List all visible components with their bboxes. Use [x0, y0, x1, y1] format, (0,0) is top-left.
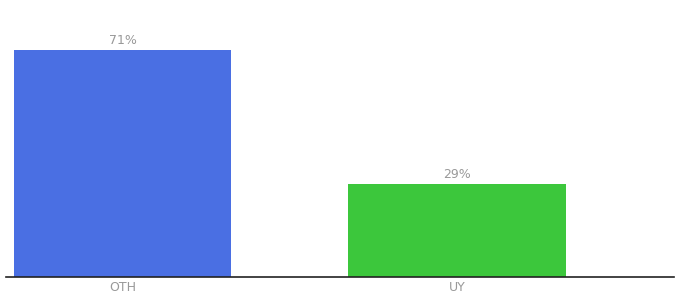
Text: 29%: 29%: [443, 168, 471, 181]
Text: 71%: 71%: [109, 34, 137, 47]
Bar: [348, 184, 566, 277]
Bar: [14, 50, 231, 277]
